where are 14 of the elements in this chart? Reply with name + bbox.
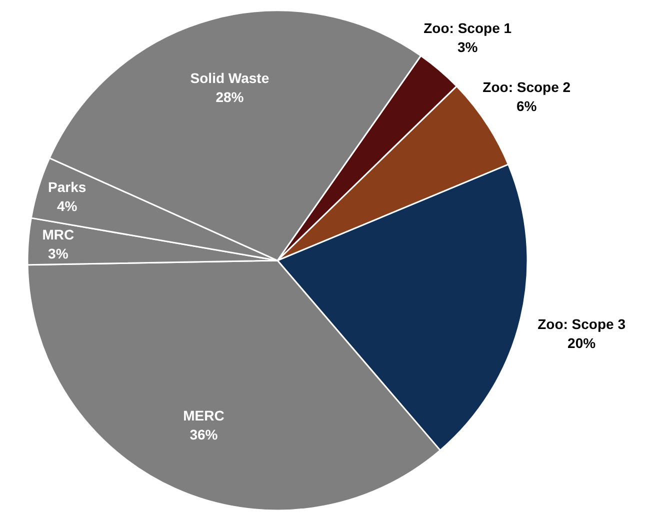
slice-label: MRC xyxy=(42,226,74,243)
slice-label: Zoo: Scope 2 xyxy=(482,79,571,96)
data-label: 20% xyxy=(568,334,596,351)
slice-label: Parks xyxy=(48,179,86,196)
slice-label: Solid Waste xyxy=(190,70,270,86)
data-label: 28% xyxy=(216,88,244,105)
slice-label: Zoo: Scope 1 xyxy=(424,20,512,36)
data-label: 36% xyxy=(190,426,218,443)
data-label: 4% xyxy=(56,198,78,214)
slice-label: MERC xyxy=(183,408,224,424)
data-label: 3% xyxy=(457,39,478,56)
slice-label: Zoo: Scope 3 xyxy=(538,316,626,332)
data-label: 6% xyxy=(516,98,538,114)
data-label: 3% xyxy=(48,246,69,262)
